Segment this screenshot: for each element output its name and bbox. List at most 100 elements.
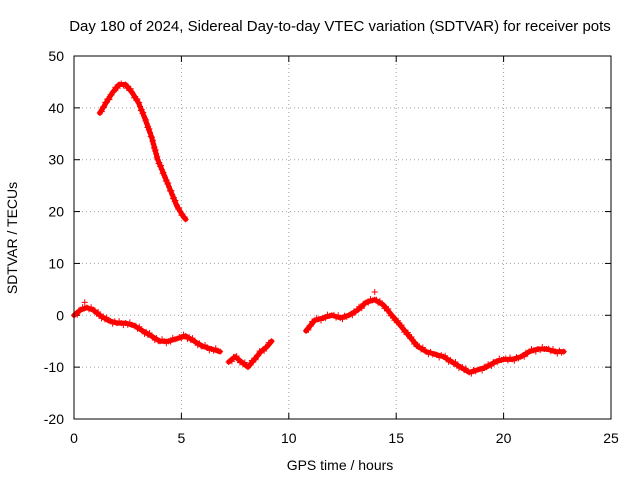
data-marker [153,150,160,157]
data-marker [369,297,376,304]
data-marker [108,92,115,99]
data-marker [103,314,110,321]
data-marker [98,108,105,115]
data-marker [143,116,150,123]
data-marker [309,318,316,325]
grid-layer [74,56,611,419]
data-marker [335,312,342,319]
data-marker [438,352,445,359]
data-marker [128,322,135,329]
data-marker [214,347,221,354]
data-marker [524,350,531,357]
data-marker [241,359,248,366]
data-marker [155,338,162,345]
data-marker [442,352,449,359]
data-marker [521,353,528,360]
data-marker [413,342,420,349]
x-tick-label: 0 [70,430,78,446]
data-marker [550,345,557,352]
data-marker [472,368,479,375]
data-marker [152,146,159,153]
data-marker [145,123,152,130]
data-marker [176,204,183,211]
series-arc-2 [71,304,224,355]
data-marker [339,316,346,323]
data-marker [511,357,518,364]
data-marker [146,329,153,336]
data-marker [378,300,385,307]
data-marker [537,346,544,353]
data-marker [168,187,175,194]
data-marker [146,125,153,132]
y-tick-label: 0 [56,307,64,323]
x-axis-label: GPS time / hours [287,457,394,473]
data-marker [186,334,193,341]
data-marker [102,99,109,106]
data-marker [196,340,203,347]
data-marker [172,197,179,204]
data-marker [554,350,561,357]
data-marker [145,127,152,134]
data-marker [126,87,133,94]
data-marker [198,343,205,350]
data-marker [110,88,117,95]
data-marker [134,95,141,102]
data-marker [267,339,274,346]
data-marker [479,367,486,374]
x-tick-label: 20 [496,430,512,446]
data-marker [160,169,167,176]
data-marker [140,109,147,116]
data-marker [171,336,178,343]
data-marker [304,326,311,333]
data-marker [178,335,185,342]
data-marker [322,315,329,322]
plot-frame [73,55,612,420]
data-marker [419,344,426,351]
x-tick-label: 25 [603,430,619,446]
data-marker [136,99,143,106]
y-tick-label: 20 [48,204,64,220]
series-band [303,297,567,375]
data-marker [247,362,254,369]
data-marker [532,348,539,355]
data-marker [307,322,314,329]
outlier-point [81,299,88,306]
x-tick-label: 15 [388,430,404,446]
data-marker [193,339,200,346]
data-marker [91,307,98,314]
outlier-points [81,288,378,306]
data-marker [468,370,475,377]
data-marker [230,354,237,361]
y-tick-label: 50 [48,48,64,64]
data-marker [306,322,313,329]
data-marker [173,201,180,208]
data-marker [464,368,471,375]
data-marker [412,339,419,346]
data-marker [235,356,242,363]
y-tick-label: 10 [48,255,64,271]
x-tick-label: 5 [178,430,186,446]
data-marker [494,359,501,366]
data-marker [255,352,262,359]
data-marker [151,144,158,151]
data-marker [159,170,166,177]
data-marker [120,82,127,89]
data-marker [141,113,148,120]
data-marker [452,359,459,366]
y-tick-label: 40 [48,100,64,116]
data-marker [149,137,156,144]
data-marker [443,355,450,362]
outlier-point [371,288,378,295]
y-axis-label: SDTVAR / TECUs [4,182,20,294]
data-point [96,312,103,319]
data-marker [147,133,154,140]
data-marker [127,85,134,92]
data-marker [318,317,325,324]
series-arc-3 [225,338,275,371]
data-marker [447,356,454,363]
data-layer [71,80,567,377]
data-marker [95,308,102,315]
y-tick-label: -10 [44,359,64,375]
